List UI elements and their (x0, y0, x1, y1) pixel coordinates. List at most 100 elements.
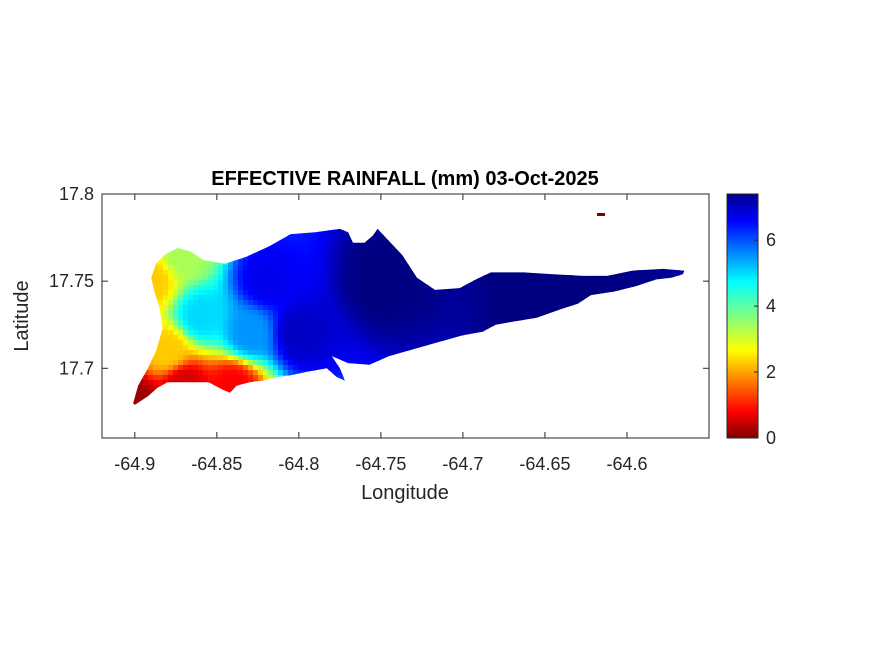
heatmap-cell (253, 250, 259, 256)
heatmap-cell (193, 370, 199, 376)
heatmap-cell (323, 255, 329, 261)
heatmap-cell (388, 300, 394, 306)
heatmap-cell (323, 230, 329, 236)
heatmap-cell (398, 280, 404, 286)
heatmap-cell (308, 280, 314, 286)
heatmap-cell (218, 365, 224, 371)
heatmap-cell (273, 350, 279, 356)
heatmap-cell (488, 300, 494, 306)
heatmap-cell (398, 345, 404, 351)
heatmap-cell (563, 285, 569, 291)
heatmap-cell (503, 310, 509, 316)
heatmap-cell (553, 305, 559, 311)
heatmap-cell (518, 310, 524, 316)
heatmap-cell (218, 285, 224, 291)
heatmap-cell (168, 300, 174, 306)
heatmap-cell (568, 275, 574, 281)
heatmap-cell (518, 290, 524, 296)
heatmap-cell (378, 295, 384, 301)
heatmap-cell (478, 320, 484, 326)
heatmap-cell (443, 310, 449, 316)
heatmap-cell (133, 400, 139, 405)
heatmap-cell (528, 300, 534, 306)
heatmap-cell (308, 315, 314, 321)
heatmap-cell (238, 275, 244, 281)
heatmap-cell (313, 325, 319, 331)
heatmap-cell (158, 260, 164, 266)
heatmap-cell (338, 265, 344, 271)
heatmap-cell (198, 330, 204, 336)
heatmap-cell (373, 230, 379, 236)
heatmap-cell (468, 310, 474, 316)
heatmap-cell (463, 305, 469, 311)
heatmap-cell (253, 315, 259, 321)
heatmap-cell (328, 255, 334, 261)
heatmap-cell (373, 350, 379, 356)
heatmap-cell (638, 280, 644, 286)
heatmap-cell (328, 270, 334, 276)
heatmap-cell (408, 335, 414, 341)
heatmap-cell (488, 305, 494, 311)
heatmap-cell (388, 260, 394, 266)
heatmap-cell (348, 310, 354, 316)
heatmap-cell (273, 275, 279, 281)
heatmap-cell (358, 350, 364, 356)
heatmap-cell (228, 330, 234, 336)
heatmap-cell (378, 285, 384, 291)
heatmap-cell (168, 315, 174, 321)
heatmap-cell (283, 360, 289, 366)
heatmap-cell (478, 295, 484, 301)
heatmap-cell (248, 300, 254, 306)
heatmap-cell (313, 310, 319, 316)
heatmap-cell (248, 335, 254, 341)
heatmap-cell (148, 370, 154, 376)
heatmap-cell (193, 280, 199, 286)
heatmap-cell (218, 385, 224, 391)
heatmap-cell (478, 290, 484, 296)
heatmap-cell (258, 270, 264, 276)
heatmap-cell (258, 280, 264, 286)
heatmap-cell (268, 310, 274, 316)
heatmap-cell (453, 315, 459, 321)
heatmap-cell (158, 350, 164, 356)
heatmap-cell (243, 375, 249, 381)
heatmap-cell (463, 295, 469, 301)
heatmap-cell (288, 320, 294, 326)
heatmap-cell (333, 360, 339, 366)
heatmap-cell (158, 365, 164, 371)
heatmap-cell (413, 295, 419, 301)
heatmap-cell (313, 245, 319, 251)
heatmap-cell (268, 265, 274, 271)
heatmap-cell (303, 325, 309, 331)
heatmap-cell (228, 320, 234, 326)
heatmap-cell (323, 340, 329, 346)
heatmap-cell (318, 245, 324, 251)
heatmap-cell (273, 295, 279, 301)
heatmap-cell (258, 315, 264, 321)
heatmap-cell (433, 305, 439, 311)
heatmap-cell (313, 260, 319, 266)
heatmap-cell (218, 355, 224, 361)
heatmap-cell (528, 315, 534, 321)
heatmap-cell (333, 370, 339, 376)
heatmap-cell (278, 255, 284, 261)
heatmap-cell (393, 300, 399, 306)
heatmap-cell (333, 228, 339, 231)
heatmap-cell (258, 360, 264, 366)
heatmap-cell (643, 270, 649, 276)
heatmap-cell (263, 375, 269, 381)
heatmap-cell (288, 335, 294, 341)
heatmap-cell (358, 340, 364, 346)
heatmap-cell (383, 325, 389, 331)
heatmap-cell (188, 315, 194, 321)
heatmap-cell (313, 280, 319, 286)
heatmap-cell (328, 350, 334, 356)
heatmap-cell (378, 280, 384, 286)
heatmap-cell (373, 295, 379, 301)
heatmap-cell (298, 300, 304, 306)
heatmap-cell (283, 305, 289, 311)
heatmap-cell (443, 315, 449, 321)
heatmap-cell (478, 300, 484, 306)
heatmap-cell (358, 280, 364, 286)
heatmap-cell (383, 295, 389, 301)
